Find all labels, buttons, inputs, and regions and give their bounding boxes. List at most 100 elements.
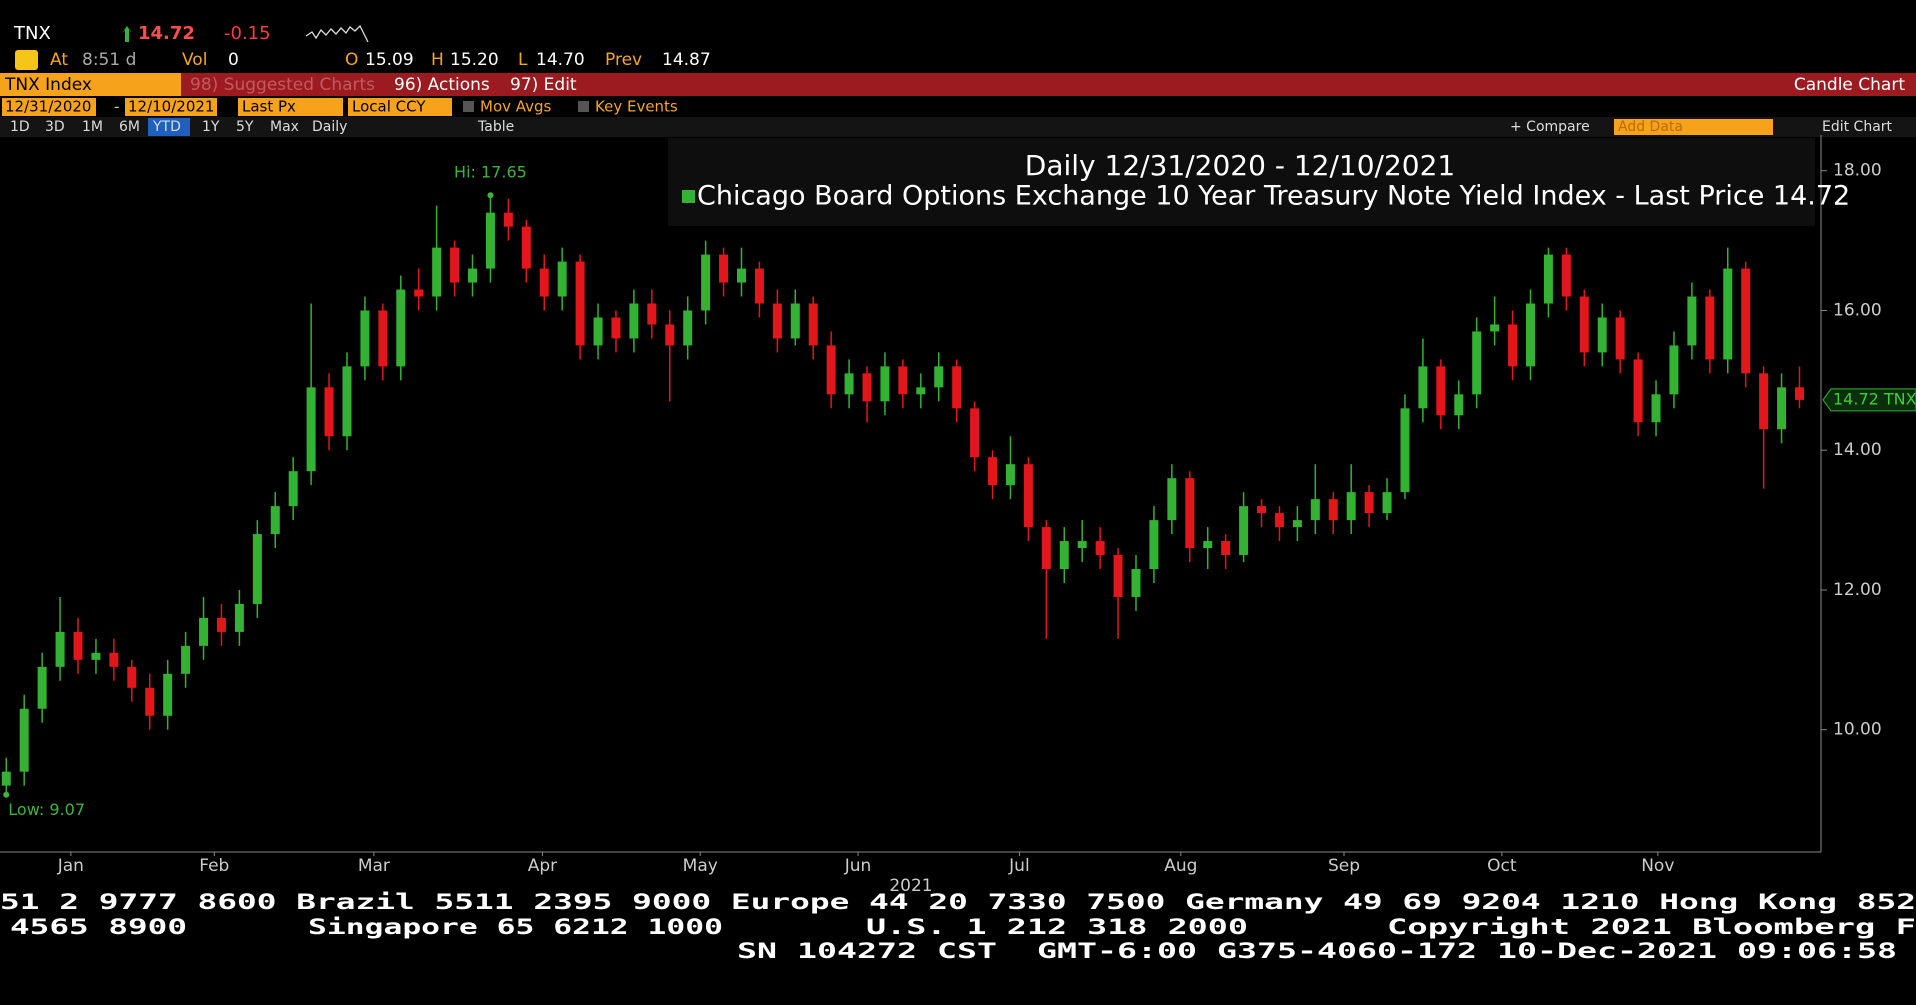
start-date-box[interactable] xyxy=(2,98,96,116)
end-date[interactable]: 12/10/2021 xyxy=(128,98,214,116)
low-label: L xyxy=(518,50,528,70)
candle-body xyxy=(1777,387,1787,430)
chart-title: Daily 12/31/2020 - 12/10/2021 xyxy=(1025,149,1455,182)
candle-body xyxy=(1454,394,1464,416)
table-button[interactable]: Table xyxy=(477,119,514,135)
candle-body xyxy=(73,631,83,660)
footer-text: SN 104272 CST GMT-6:00 G375-4060-172 10-… xyxy=(737,939,1897,963)
candle-body xyxy=(37,666,47,709)
y-tick-label: 12.00 xyxy=(1833,580,1882,600)
open: 15.09 xyxy=(365,50,414,70)
period-button[interactable]: 3D xyxy=(45,119,65,135)
field[interactable]: Last Px xyxy=(242,98,296,116)
edit-chart[interactable]: Edit Chart xyxy=(1822,119,1893,135)
candle-body xyxy=(1687,296,1697,346)
candle-body xyxy=(468,268,478,283)
extreme-marker xyxy=(3,791,10,798)
candle-body xyxy=(450,247,460,283)
period-button[interactable]: 1D xyxy=(10,119,30,135)
add-data[interactable]: Add Data xyxy=(1618,119,1683,135)
candle-body xyxy=(1221,541,1231,556)
candle-body xyxy=(1508,324,1518,367)
candle-body xyxy=(557,261,567,297)
start-date[interactable]: 12/31/2020 xyxy=(5,98,91,116)
candle-body xyxy=(342,366,352,437)
legend-entry: Chicago Board Options Exchange 10 Year T… xyxy=(697,181,1850,212)
last-price-label: 14.72 TNX xyxy=(1833,389,1916,408)
candle-body xyxy=(1561,254,1571,297)
candle-body xyxy=(1023,464,1033,528)
candle-body xyxy=(934,366,944,388)
open-label: O xyxy=(345,50,358,70)
candle-body xyxy=(683,310,693,346)
x-tick-label: Apr xyxy=(528,856,557,876)
period-button[interactable]: 1M xyxy=(82,119,103,135)
menu-bar xyxy=(0,73,1916,96)
checkbox[interactable] xyxy=(463,101,474,112)
candle-body xyxy=(790,303,800,339)
candle-body xyxy=(1633,359,1643,423)
currency[interactable]: Local CCY xyxy=(352,98,426,116)
candle-body xyxy=(1669,345,1679,395)
candle-body xyxy=(988,457,998,486)
currency-box[interactable] xyxy=(348,98,452,116)
candle-body xyxy=(1794,387,1804,400)
security-box[interactable] xyxy=(0,73,181,96)
candle-body xyxy=(306,387,316,472)
prev-label: Prev xyxy=(605,50,642,70)
candle-body xyxy=(1526,303,1536,367)
up-arrow xyxy=(122,26,132,42)
candle-body xyxy=(772,303,782,339)
suggested-charts[interactable]: 98) Suggested Charts xyxy=(190,75,375,95)
candle-body xyxy=(181,645,191,674)
candle-body xyxy=(808,303,818,346)
key-events[interactable]: Key Events xyxy=(595,98,678,116)
candle-body xyxy=(1131,569,1141,597)
candle-body xyxy=(593,317,603,346)
candle-body xyxy=(55,631,65,667)
candle-body xyxy=(1418,366,1428,409)
candle-body xyxy=(1149,520,1159,570)
candle-body xyxy=(199,617,209,646)
checkbox[interactable] xyxy=(578,101,589,112)
period-button[interactable]: 1Y xyxy=(202,119,220,135)
candle-body xyxy=(432,247,442,297)
candle-body xyxy=(647,303,657,325)
frequency[interactable]: Daily xyxy=(312,119,347,135)
compare-button[interactable]: + Compare xyxy=(1510,119,1590,135)
period-button[interactable]: 6M xyxy=(119,119,140,135)
candle-body xyxy=(1597,317,1607,353)
candle-body xyxy=(1543,254,1553,304)
mov-avgs[interactable]: Mov Avgs xyxy=(480,98,552,116)
edit-menu[interactable]: 97) Edit xyxy=(510,75,577,95)
security[interactable]: TNX Index xyxy=(4,75,92,95)
candle-body xyxy=(1579,296,1589,353)
candle-body xyxy=(1615,317,1625,360)
actions-menu[interactable]: 96) Actions xyxy=(394,75,490,95)
end-date-box[interactable] xyxy=(125,98,217,116)
candle-body xyxy=(1364,492,1374,514)
field-box[interactable] xyxy=(238,98,343,116)
date-dash: - xyxy=(114,98,119,116)
footer-text: Singapore 65 6212 1000 xyxy=(308,915,723,939)
period-button[interactable]: 5Y xyxy=(236,119,254,135)
candle-body xyxy=(1095,541,1105,556)
legend-box xyxy=(668,138,1815,226)
alert-icon[interactable] xyxy=(15,50,38,70)
candle-body xyxy=(701,254,711,311)
candle-body xyxy=(826,345,836,395)
add-data-box[interactable] xyxy=(1614,119,1773,135)
candle-body xyxy=(862,373,872,402)
high-label: H xyxy=(431,50,444,70)
candle-body xyxy=(1167,478,1177,521)
candle-body xyxy=(916,387,926,395)
period-button[interactable]: YTD xyxy=(152,119,181,135)
candle-body xyxy=(719,254,729,283)
x-tick-label: Jun xyxy=(844,856,872,876)
candle-body xyxy=(1059,541,1069,570)
x-tick-label: Sep xyxy=(1328,856,1360,876)
period-button[interactable]: Max xyxy=(270,119,299,135)
footer-text: Copyright 2021 Bloomberg F xyxy=(1387,915,1916,939)
